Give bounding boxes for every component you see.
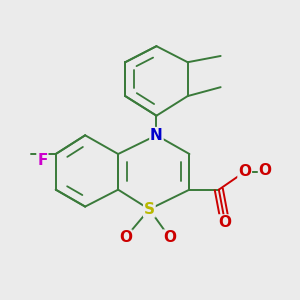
Text: N: N [150,128,163,143]
Text: S: S [144,202,155,217]
Text: O: O [119,230,132,245]
Text: O: O [238,164,251,179]
Text: O: O [163,230,176,245]
Text: O: O [259,163,272,178]
Text: F: F [37,153,48,168]
Text: O: O [219,215,232,230]
